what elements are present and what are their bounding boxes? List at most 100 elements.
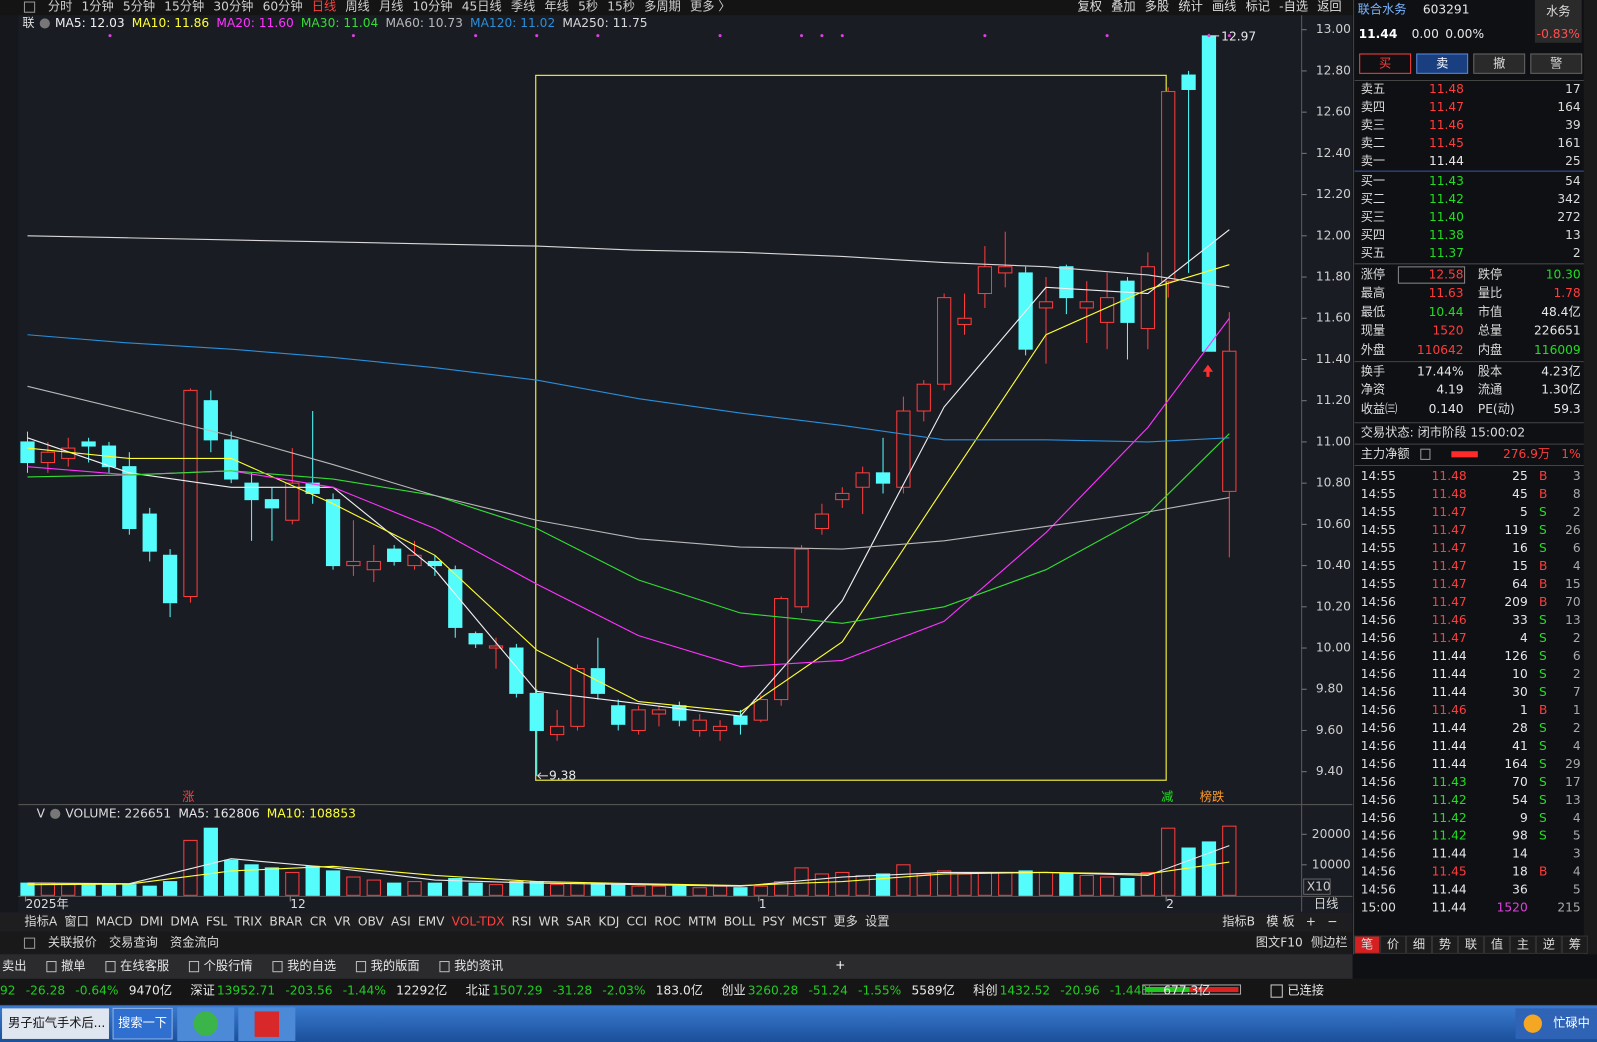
indicator-tab[interactable]: DMA bbox=[170, 914, 199, 928]
indicator-tab[interactable]: 更多 bbox=[833, 914, 857, 928]
tool-button[interactable]: 画线 bbox=[1212, 0, 1236, 14]
tick-side: S bbox=[1539, 631, 1547, 645]
panel-tab[interactable] bbox=[1509, 935, 1536, 954]
indicator-tab[interactable]: 指标B bbox=[1222, 913, 1255, 928]
panel-tab[interactable] bbox=[1380, 935, 1407, 954]
tick-price: 11.44 bbox=[1432, 721, 1467, 735]
indicator-tab[interactable]: DMI bbox=[140, 914, 164, 928]
tool-button[interactable]: 叠加 bbox=[1111, 0, 1135, 14]
indicator-tab[interactable]: − bbox=[1327, 914, 1337, 928]
panel-tab[interactable] bbox=[1406, 935, 1433, 954]
panel-tab[interactable] bbox=[1354, 935, 1381, 954]
period-tab[interactable]: 季线 bbox=[511, 0, 535, 14]
tick-volume: 164 bbox=[1504, 757, 1528, 771]
candle-body bbox=[1201, 35, 1217, 352]
period-tab[interactable]: 月线 bbox=[379, 0, 403, 14]
trade-button[interactable] bbox=[1359, 53, 1412, 74]
indicator-tab[interactable]: 指标A bbox=[24, 913, 57, 928]
period-tab[interactable]: 多周期 bbox=[644, 0, 681, 14]
indicator-tab[interactable]: WR bbox=[539, 914, 560, 928]
toolbar-button[interactable]: 在线客服 bbox=[120, 958, 169, 973]
indicator-tab[interactable]: RSI bbox=[512, 914, 532, 928]
indicator-tab[interactable]: 窗口 bbox=[64, 914, 88, 928]
period-tab[interactable]: 5分钟 bbox=[123, 0, 155, 14]
sub-tab[interactable]: 图文F10 bbox=[1256, 935, 1303, 950]
stock-code: 603291 bbox=[1423, 3, 1470, 17]
indicator-tab[interactable]: VOL-TDX bbox=[452, 914, 505, 928]
panel-tab[interactable] bbox=[1535, 935, 1562, 954]
indicator-tab[interactable]: EMV bbox=[418, 914, 445, 928]
indicator-tab[interactable]: BRAR bbox=[269, 914, 303, 928]
toolbar-button[interactable]: 我的版面 bbox=[371, 958, 420, 973]
period-tab[interactable]: 10分钟 bbox=[413, 0, 453, 14]
trade-button[interactable] bbox=[1473, 53, 1526, 74]
indicator-tab[interactable]: CR bbox=[310, 914, 328, 928]
tick-count: 4 bbox=[1573, 811, 1581, 825]
stat-value: 48.4亿 bbox=[1541, 304, 1580, 319]
volume-bar bbox=[427, 882, 443, 896]
period-tab[interactable]: 1分钟 bbox=[81, 0, 113, 14]
tool-button[interactable]: -自选 bbox=[1279, 0, 1308, 14]
tray-icon bbox=[1523, 1014, 1543, 1033]
tool-button[interactable]: 复权 bbox=[1078, 0, 1102, 14]
indicator-tab[interactable]: MCST bbox=[792, 914, 827, 928]
trade-button[interactable] bbox=[1530, 53, 1583, 74]
indicator-tab[interactable]: FSL bbox=[206, 914, 228, 928]
tool-button[interactable]: 多股 bbox=[1145, 0, 1169, 14]
tick-volume: 126 bbox=[1504, 649, 1527, 663]
toolbar-button[interactable]: 撤单 bbox=[61, 958, 85, 973]
indicator-tab[interactable]: MTM bbox=[688, 914, 717, 928]
period-tab[interactable]: 60分钟 bbox=[263, 0, 303, 14]
period-tab[interactable]: 年线 bbox=[544, 0, 568, 14]
indicator-tab[interactable]: + bbox=[1306, 914, 1316, 928]
toolbar-button[interactable]: 我的资讯 bbox=[454, 958, 503, 973]
indicator-tab[interactable]: SAR bbox=[566, 914, 591, 928]
indicator-tab[interactable]: 模 板 bbox=[1266, 914, 1294, 928]
indicator-tab[interactable]: CCI bbox=[626, 914, 647, 928]
indicator-tab[interactable]: ASI bbox=[391, 914, 411, 928]
indicator-tab[interactable]: MACD bbox=[96, 914, 133, 928]
tool-button[interactable]: 标记 bbox=[1246, 0, 1270, 14]
period-tab[interactable]: 日线 bbox=[312, 0, 336, 14]
panel-tab[interactable] bbox=[1561, 935, 1588, 954]
period-tab[interactable]: 分时 bbox=[48, 0, 72, 14]
index-item: -26.28 bbox=[26, 984, 65, 998]
tool-button[interactable]: 返回 bbox=[1317, 0, 1341, 14]
panel-tab[interactable] bbox=[1432, 935, 1458, 954]
period-tab[interactable]: 15秒 bbox=[607, 0, 635, 14]
candle-body bbox=[835, 492, 850, 501]
indicator-tab[interactable]: KDJ bbox=[598, 914, 619, 928]
indicator-tab[interactable]: ROC bbox=[654, 914, 681, 928]
toolbar-button[interactable]: 卖出 bbox=[2, 959, 26, 973]
period-tab[interactable]: 5秒 bbox=[578, 0, 598, 14]
period-tab[interactable]: 15分钟 bbox=[164, 0, 204, 14]
indicator-tab[interactable]: VR bbox=[334, 914, 351, 928]
x-tick-label: 2 bbox=[1166, 897, 1174, 911]
tick-count: 4 bbox=[1573, 739, 1581, 753]
panel-tab[interactable] bbox=[1457, 935, 1484, 954]
indicator-tab[interactable]: TRIX bbox=[233, 914, 262, 928]
indicator-tab[interactable]: BOLL bbox=[724, 914, 756, 928]
y-tick-label: 20000 bbox=[1312, 827, 1351, 841]
sub-tab[interactable]: 关联报价 bbox=[48, 935, 97, 950]
stat-label: 量比 bbox=[1478, 286, 1502, 300]
period-tab[interactable]: 周线 bbox=[345, 0, 369, 14]
toolbar-button[interactable]: 我的自选 bbox=[287, 958, 336, 973]
app-icon bbox=[193, 1011, 218, 1036]
period-tab[interactable]: 45日线 bbox=[462, 0, 502, 14]
sub-tab[interactable]: 资金流向 bbox=[170, 935, 219, 950]
add-button[interactable]: + bbox=[835, 958, 845, 972]
period-tab[interactable]: 30分钟 bbox=[213, 0, 253, 14]
task-window[interactable] bbox=[2, 1008, 109, 1039]
period-tab[interactable]: 更多 〉 bbox=[690, 0, 731, 14]
search-button[interactable] bbox=[112, 1007, 173, 1040]
indicator-tab[interactable]: 设置 bbox=[865, 914, 889, 928]
indicator-tab[interactable]: PSY bbox=[762, 914, 785, 928]
indicator-tab[interactable]: OBV bbox=[358, 914, 385, 928]
trade-button[interactable] bbox=[1416, 53, 1469, 74]
toolbar-button[interactable]: 个股行情 bbox=[204, 959, 253, 973]
sub-tab[interactable]: 交易查询 bbox=[109, 935, 158, 950]
tool-button[interactable]: 统计 bbox=[1178, 0, 1202, 14]
sub-tab[interactable]: 侧边栏 bbox=[1311, 935, 1348, 950]
panel-tab[interactable] bbox=[1483, 935, 1510, 954]
